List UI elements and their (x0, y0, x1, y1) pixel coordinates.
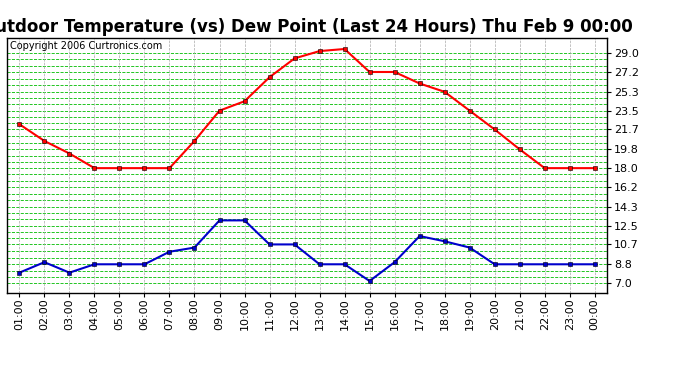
Text: Copyright 2006 Curtronics.com: Copyright 2006 Curtronics.com (10, 41, 162, 51)
Title: Outdoor Temperature (vs) Dew Point (Last 24 Hours) Thu Feb 9 00:00: Outdoor Temperature (vs) Dew Point (Last… (0, 18, 633, 36)
